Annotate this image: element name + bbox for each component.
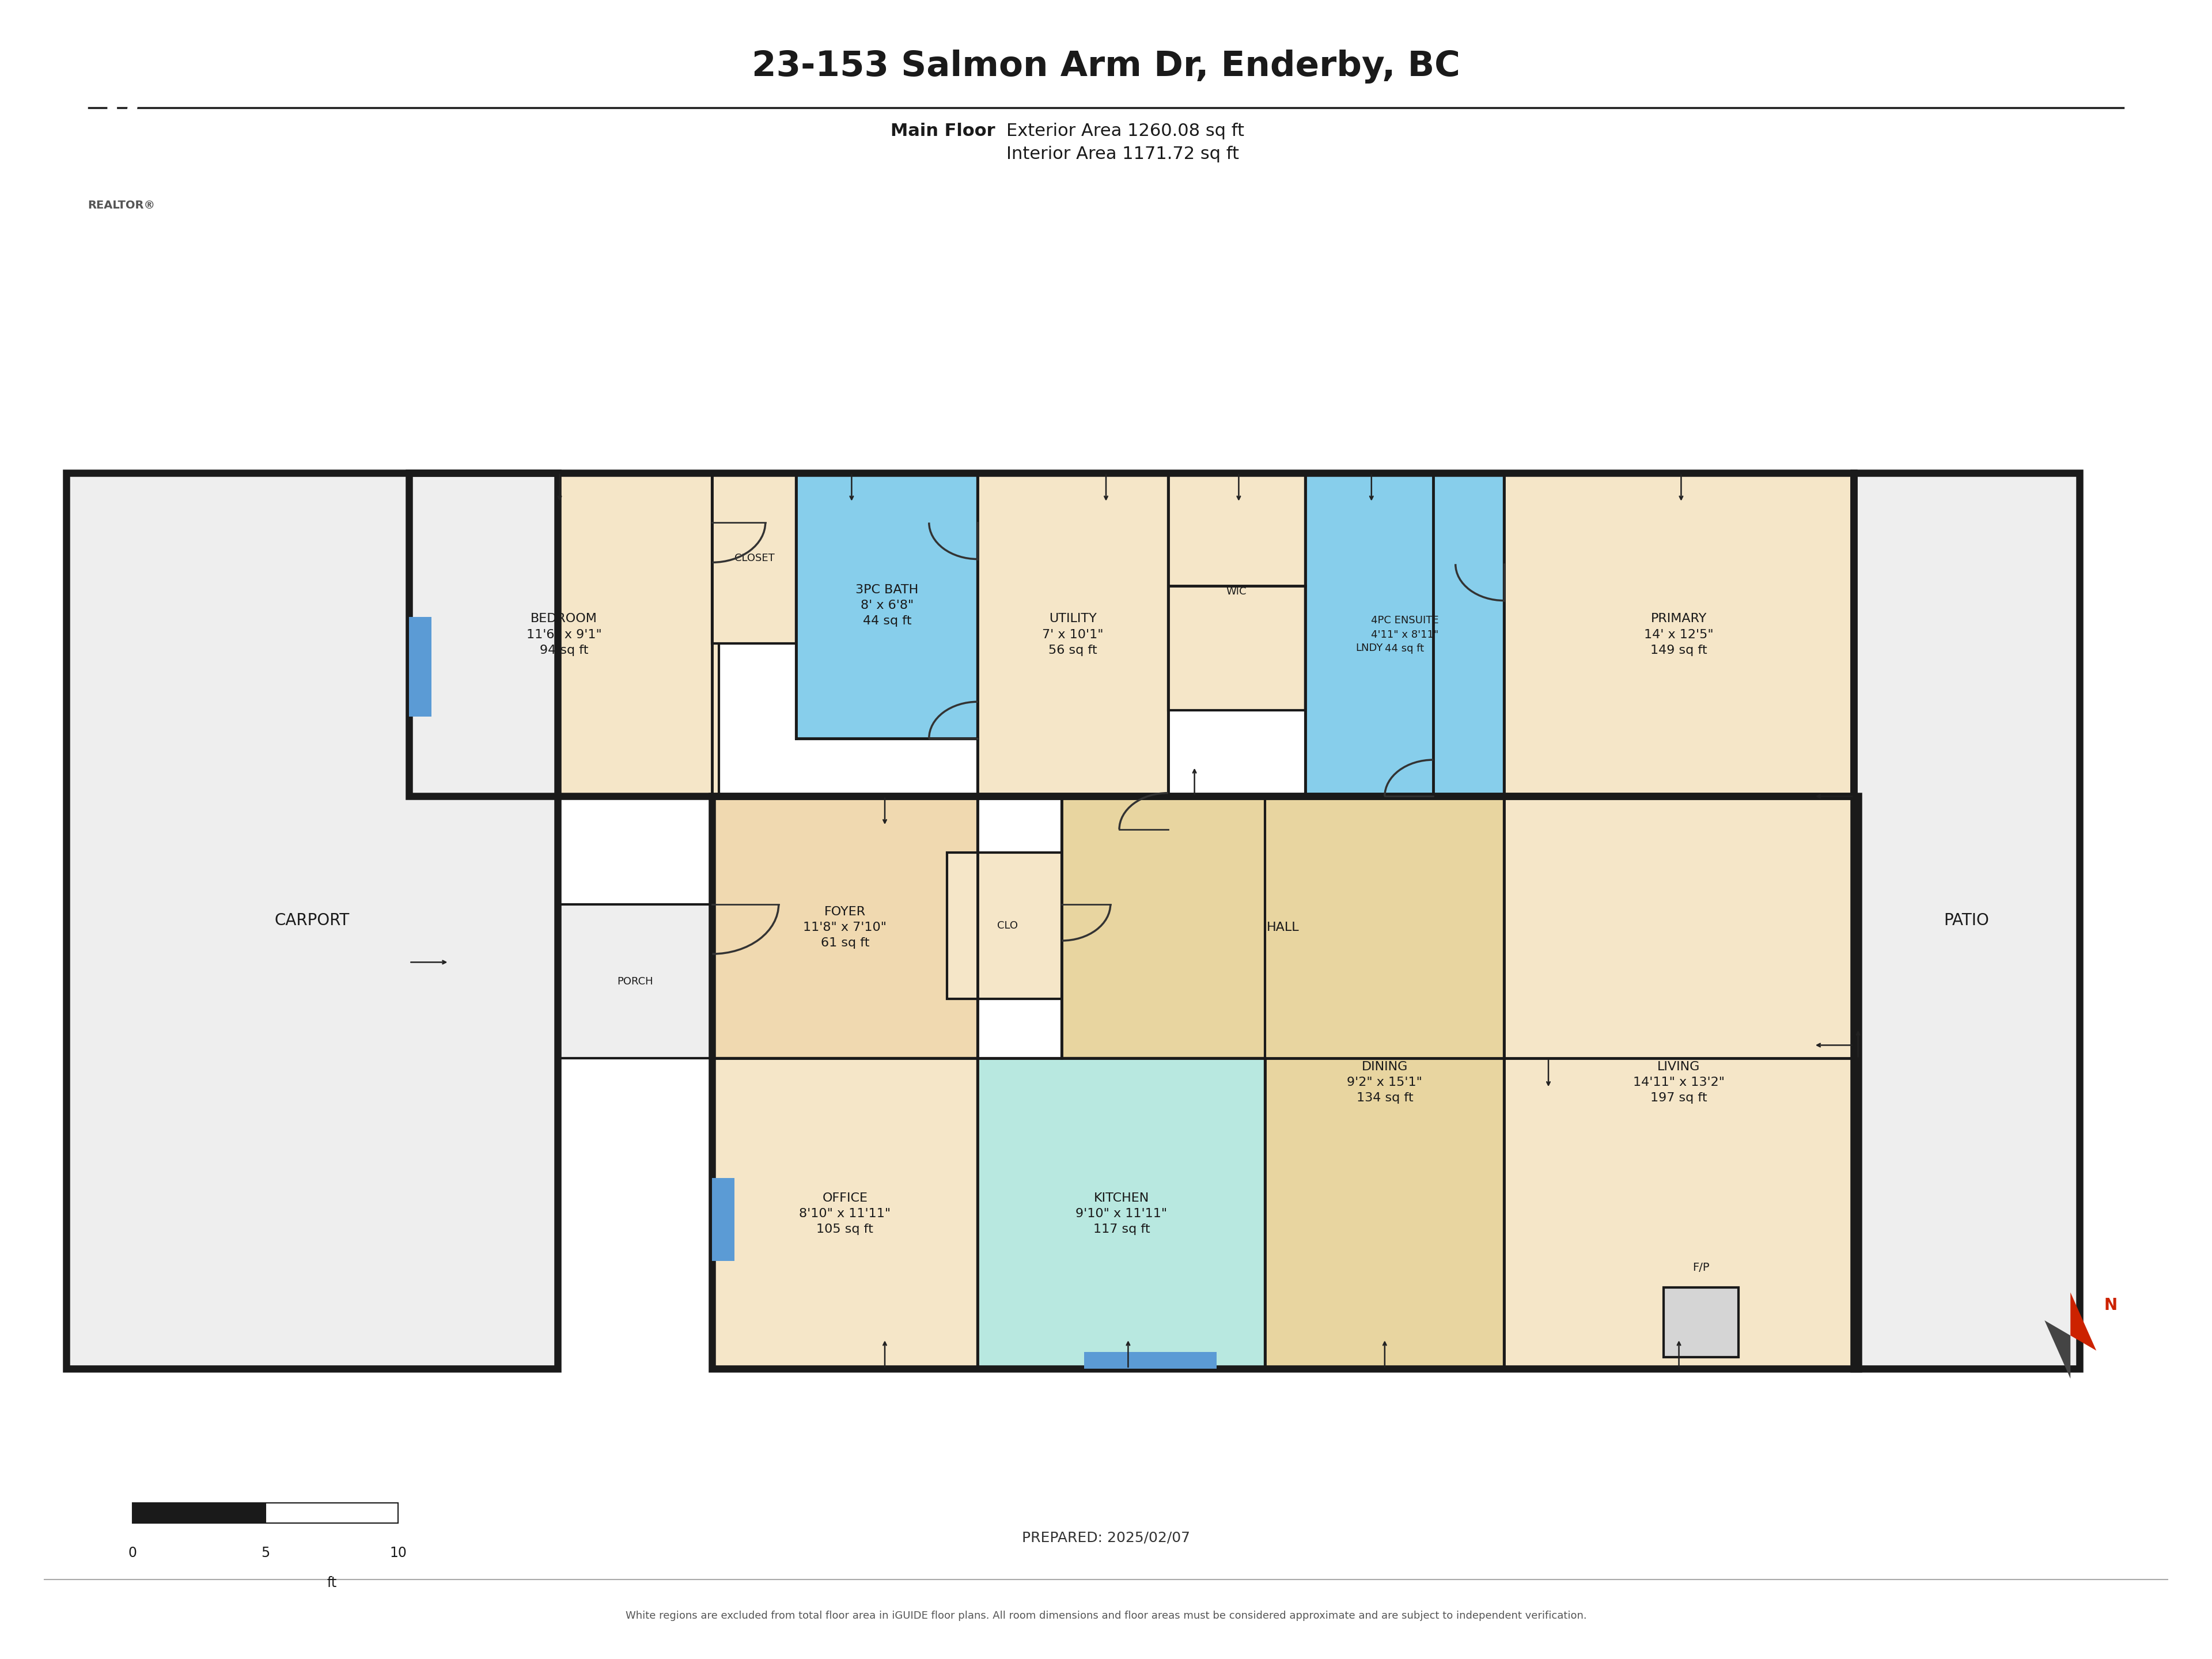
Bar [1504, 473, 1854, 796]
Bar [978, 473, 1168, 796]
Polygon shape [2044, 1321, 2070, 1379]
Bar [409, 473, 719, 796]
Bar [66, 473, 557, 1369]
Bar [265, 1503, 398, 1523]
Text: PRIMARY
14' x 12'5"
149 sq ft: PRIMARY 14' x 12'5" 149 sq ft [1644, 614, 1714, 655]
Bar [1168, 473, 1305, 710]
Bar [66, 473, 557, 1369]
Text: R: R [100, 95, 144, 144]
Text: White regions are excluded from total floor area in iGUIDE floor plans. All room: White regions are excluded from total fl… [626, 1611, 1586, 1621]
Bar [1305, 473, 1504, 796]
Polygon shape [2070, 1292, 2097, 1350]
Bar [712, 796, 1858, 1369]
Bar [947, 853, 1068, 999]
Text: 10: 10 [389, 1546, 407, 1559]
Bar [409, 617, 431, 717]
Bar [712, 1058, 978, 1369]
Text: CLOSET: CLOSET [734, 552, 774, 564]
Bar [712, 1178, 734, 1261]
Text: BEDROOM
11'6" x 9'1"
94 sq ft: BEDROOM 11'6" x 9'1" 94 sq ft [526, 614, 602, 655]
Text: 23-153 Salmon Arm Dr, Enderby, BC: 23-153 Salmon Arm Dr, Enderby, BC [752, 50, 1460, 83]
Bar [1062, 796, 1504, 1058]
Bar [1265, 796, 1504, 1369]
Text: Interior Area 1171.72 sq ft: Interior Area 1171.72 sq ft [1006, 146, 1239, 163]
Bar [1854, 473, 2079, 1369]
Text: WIC: WIC [1225, 586, 1248, 597]
Text: DINING
9'2" x 15'1"
134 sq ft: DINING 9'2" x 15'1" 134 sq ft [1347, 1062, 1422, 1103]
Text: 4PC ENSUITE
4'11" x 8'11"
44 sq ft: 4PC ENSUITE 4'11" x 8'11" 44 sq ft [1371, 615, 1438, 654]
Text: PREPARED: 2025/02/07: PREPARED: 2025/02/07 [1022, 1531, 1190, 1545]
Text: OFFICE
8'10" x 11'11"
105 sq ft: OFFICE 8'10" x 11'11" 105 sq ft [799, 1193, 891, 1234]
Bar [557, 904, 712, 1058]
Text: LNDY: LNDY [1356, 642, 1382, 654]
Text: PORCH: PORCH [617, 975, 653, 987]
Text: F/P: F/P [1692, 1262, 1710, 1272]
Bar [133, 1503, 265, 1523]
Bar [1854, 473, 2079, 1369]
Text: 5: 5 [261, 1546, 270, 1559]
Bar [1305, 586, 1433, 710]
Text: CLO: CLO [998, 921, 1018, 931]
Text: REALTOR®: REALTOR® [88, 199, 155, 211]
Text: LIVING
14'11" x 13'2"
197 sq ft: LIVING 14'11" x 13'2" 197 sq ft [1632, 1062, 1725, 1103]
Bar [712, 473, 796, 644]
Text: CARPORT: CARPORT [274, 912, 349, 929]
Text: FOYER
11'8" x 7'10"
61 sq ft: FOYER 11'8" x 7'10" 61 sq ft [803, 906, 887, 949]
Bar [712, 796, 978, 1058]
Text: 3PC BATH
8' x 6'8"
44 sq ft: 3PC BATH 8' x 6'8" 44 sq ft [856, 584, 918, 627]
Text: Exterior Area 1260.08 sq ft: Exterior Area 1260.08 sq ft [1006, 123, 1245, 139]
Bar [978, 1058, 1265, 1369]
Text: UTILITY
7' x 10'1"
56 sq ft: UTILITY 7' x 10'1" 56 sq ft [1042, 614, 1104, 655]
Text: HALL: HALL [1267, 922, 1298, 932]
Text: Main Floor: Main Floor [891, 123, 995, 139]
Text: N: N [2104, 1297, 2117, 1314]
Bar [796, 473, 978, 738]
Text: KITCHEN
9'10" x 11'11"
117 sq ft: KITCHEN 9'10" x 11'11" 117 sq ft [1075, 1193, 1168, 1234]
Text: PATIO: PATIO [1944, 912, 1989, 929]
Bar [409, 473, 1854, 796]
Text: 0: 0 [128, 1546, 137, 1559]
Bar [1663, 1287, 1739, 1357]
Bar [1084, 1352, 1217, 1369]
Text: ft: ft [327, 1576, 336, 1589]
Bar [1504, 796, 1854, 1369]
